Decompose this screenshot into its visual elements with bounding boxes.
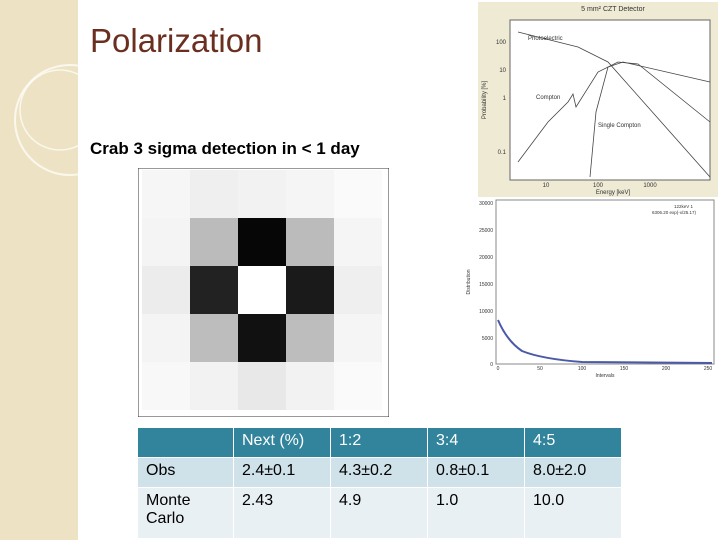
y-tick-label: 25000	[479, 228, 493, 234]
y-tick-label: 15000	[479, 282, 493, 288]
y-tick-label: 0.1	[498, 150, 507, 156]
x-tick-label: 1000	[643, 183, 657, 189]
y-tick-label: 10000	[479, 309, 493, 315]
detector-plot: 5 mm² CZT Detector Photoelectric Compton…	[478, 2, 718, 197]
heatmap-image	[138, 168, 389, 417]
cell: 2.43	[233, 487, 331, 539]
y-tick-label: 20000	[479, 255, 493, 261]
curve-label: Single Compton	[598, 123, 641, 129]
x-label: Intervals	[596, 373, 615, 379]
x-tick-label: 10	[543, 183, 550, 189]
x-tick-label: 150	[620, 366, 629, 372]
x-tick-label: 250	[704, 366, 713, 372]
x-tick-label: 100	[578, 366, 587, 372]
curve-label: Compton	[536, 95, 560, 101]
legend-entry: 122keV 1	[674, 204, 694, 209]
x-tick-label: 0	[497, 366, 500, 372]
x-tick-label: 100	[593, 183, 604, 189]
header-cell	[138, 428, 234, 458]
decor	[14, 64, 126, 176]
row-label: Obs	[138, 457, 234, 488]
y-label: Probability [%]	[482, 80, 488, 119]
x-tick-label: 200	[662, 366, 671, 372]
decor-strip	[0, 0, 126, 540]
cell: 8.0±2.0	[524, 457, 622, 488]
header-cell: 3:4	[427, 428, 525, 458]
y-tick-label: 100	[496, 40, 507, 46]
title: Polarization	[90, 22, 263, 59]
cell: 1.0	[427, 487, 525, 539]
y-tick-label: 30000	[479, 201, 493, 207]
y-tick-label: 10	[499, 68, 506, 74]
cell: 0.8±0.1	[427, 457, 525, 488]
y-tick-label: 1	[503, 96, 507, 102]
results-table: Next (%) 1:2 3:4 4:5 Obs 2.4±0.1 4.3±0.2…	[138, 428, 622, 539]
header-cell: 1:2	[330, 428, 428, 458]
row-label: Monte Carlo	[138, 487, 234, 539]
subtitle: Crab 3 sigma detection in < 1 day	[90, 139, 360, 158]
header-cell: 4:5	[524, 428, 622, 458]
y-tick-label: 5000	[482, 336, 493, 342]
cell: 10.0	[524, 487, 622, 539]
cell: 2.4±0.1	[233, 457, 331, 488]
legend-entry: 6306.20 exp(-x/25.17)	[652, 210, 697, 215]
y-tick-label: 0	[490, 362, 493, 368]
header-cell: Next (%)	[233, 428, 331, 458]
cell: 4.3±0.2	[330, 457, 428, 488]
y-label: Distribution	[466, 269, 472, 294]
plot-title: 5 mm² CZT Detector	[581, 6, 645, 13]
x-tick-label: 50	[537, 366, 543, 372]
distribution-plot: 122keV 1 6306.20 exp(-x/25.17) Distribut…	[466, 199, 715, 379]
x-label: Energy [keV]	[596, 190, 631, 196]
cell: 4.9	[330, 487, 428, 539]
